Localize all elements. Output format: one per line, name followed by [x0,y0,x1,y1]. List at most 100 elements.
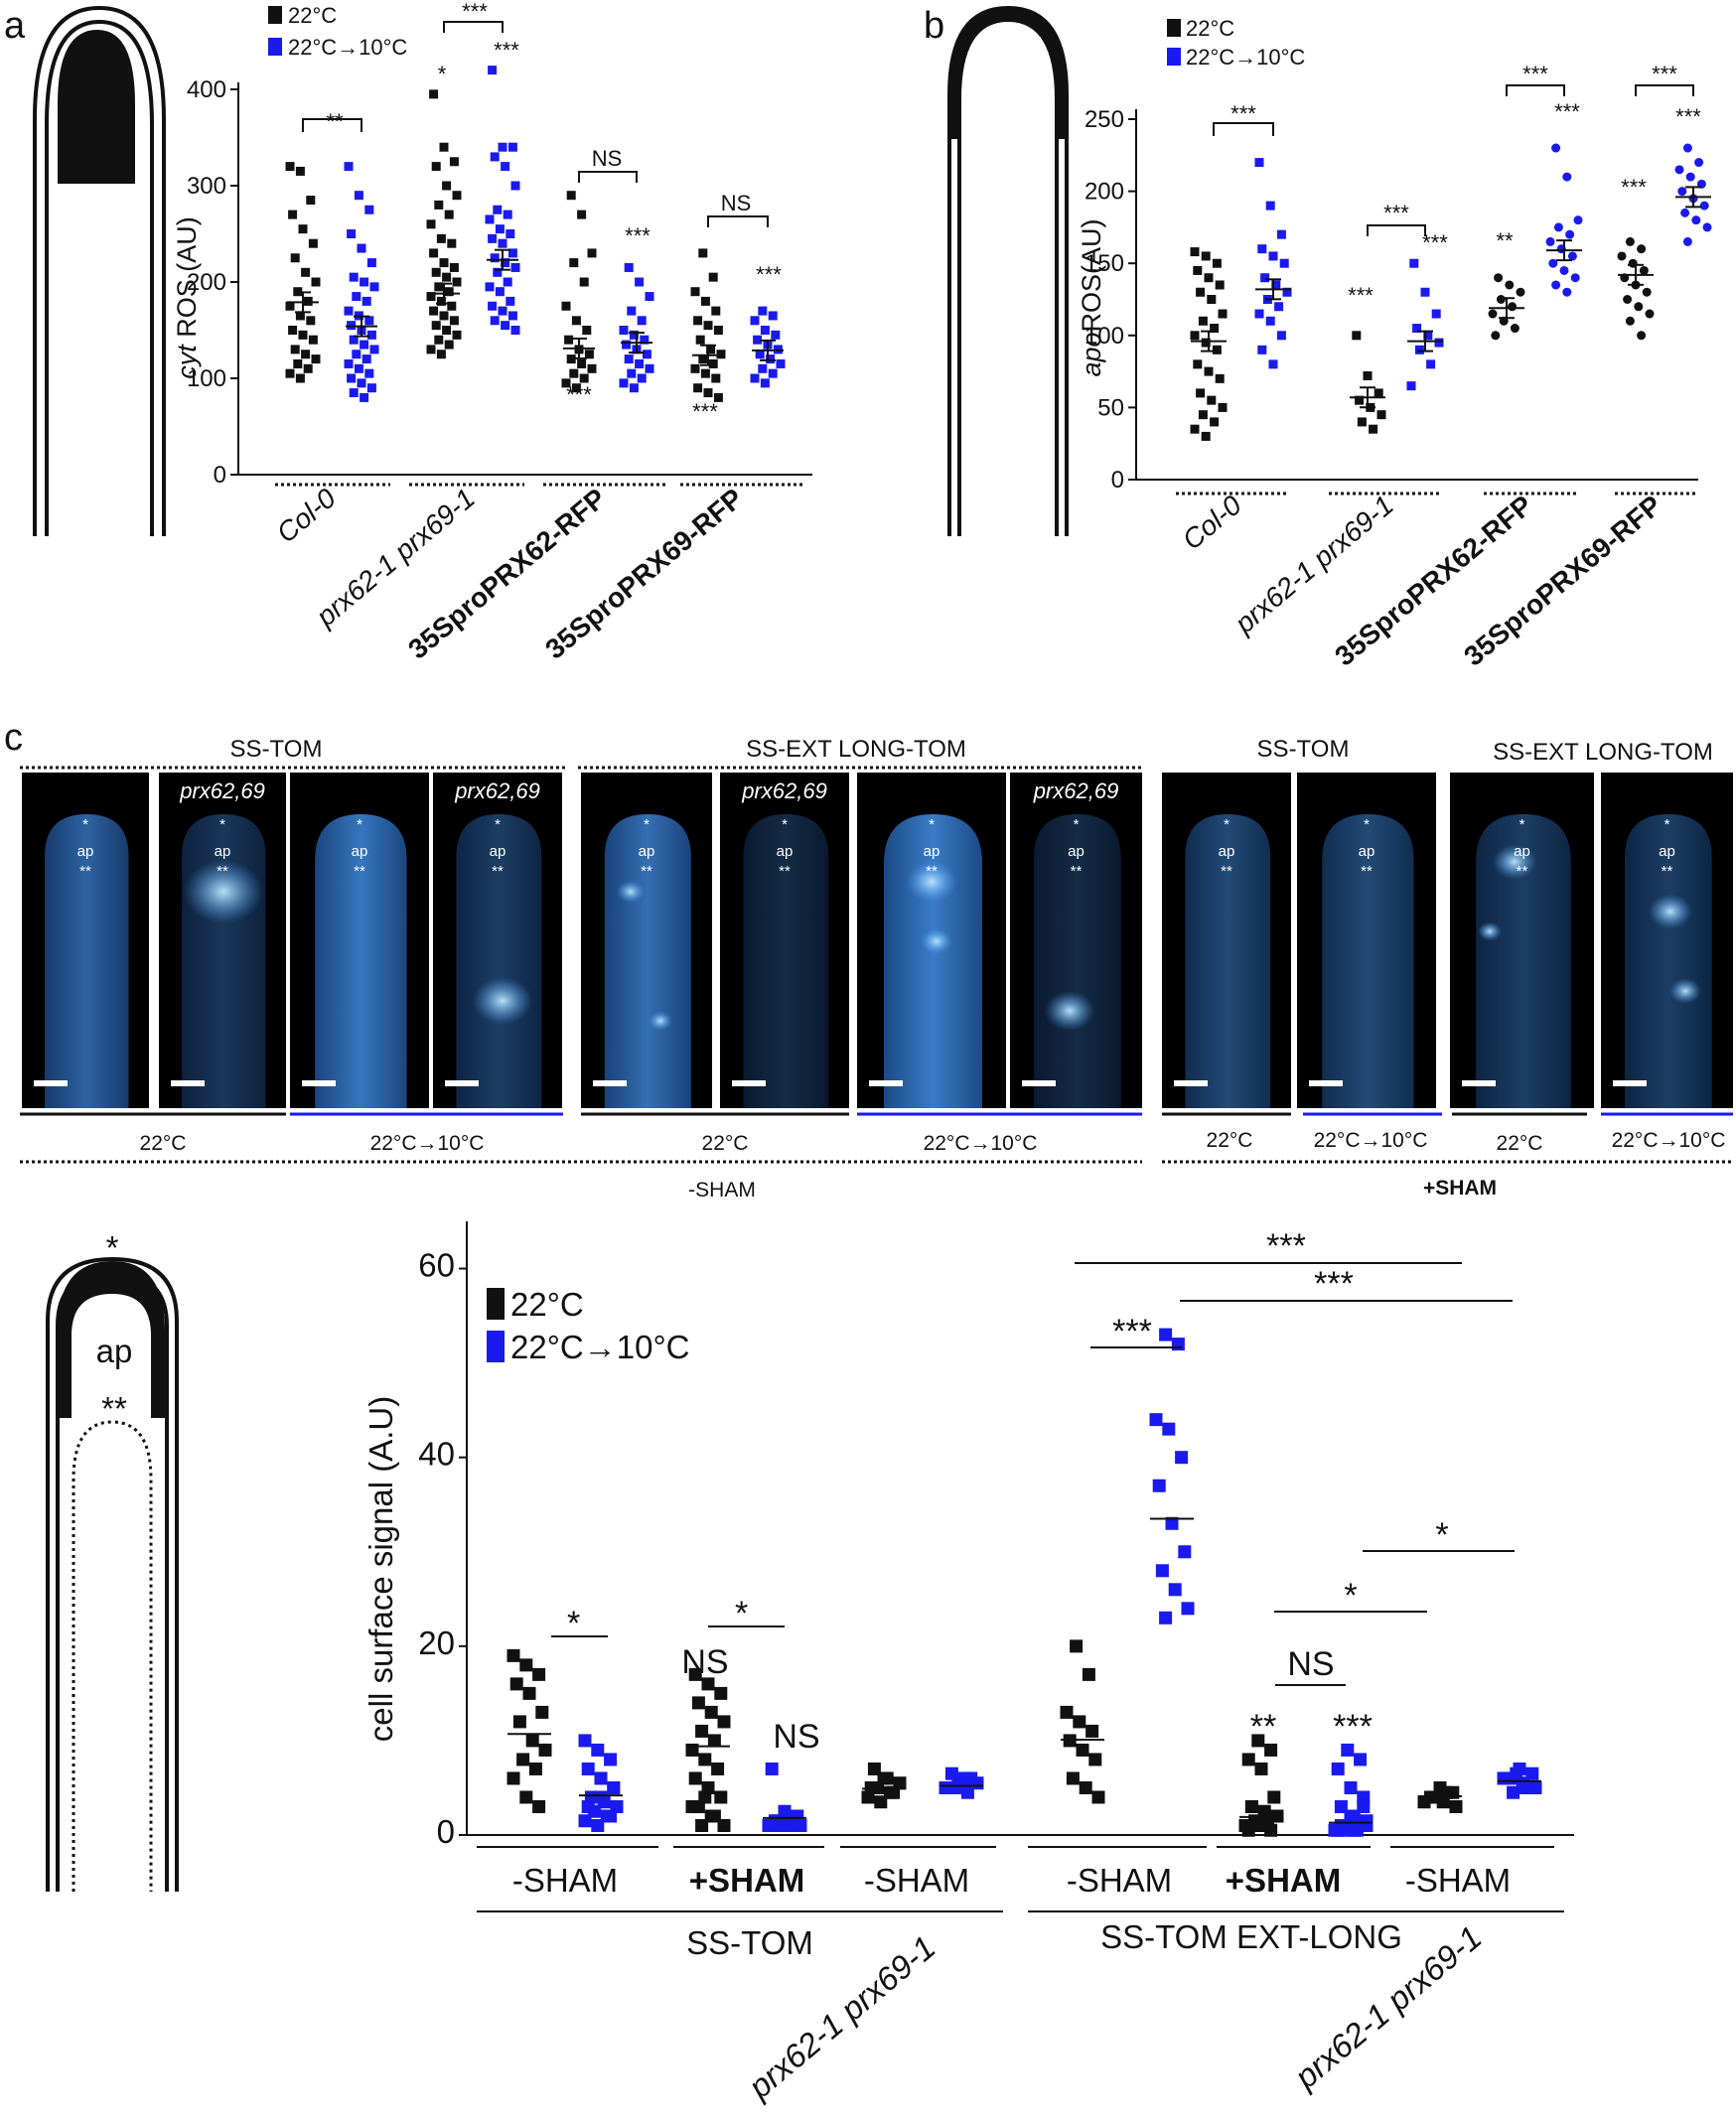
data-point [1570,273,1580,283]
data-point [591,1818,605,1832]
data-point [303,363,313,373]
data-point [1567,251,1577,261]
cat-d-1: -SHAM [512,1862,618,1899]
panel-a-brackets: ** *** NS NS * *** *** *** *** *** [302,0,782,424]
data-point [519,1658,533,1672]
data-point [1271,280,1281,290]
mic-temp-3: 22°C [702,1132,749,1155]
mic-mark-tip: * [1364,816,1370,833]
data-point [690,287,700,297]
y-tick-label: 0 [437,1813,455,1850]
data-point [577,358,587,368]
mic-mark-tip: * [644,816,650,833]
data-point [532,1667,546,1681]
data-point [1060,1705,1074,1719]
data-point [1193,359,1203,369]
mic-mark-apex: ap [1219,843,1235,860]
data-point [1168,1583,1182,1597]
data-point [449,316,459,326]
data-point [426,292,436,302]
data-point [1548,258,1558,268]
data-point [758,306,768,316]
data-point [714,1686,728,1700]
data-point [1617,251,1627,261]
data-point [516,1753,530,1767]
data-point [768,368,778,378]
legend-a-cold: 22°C→10°C [288,35,407,60]
y-tick-label: 300 [187,173,226,200]
data-point [510,181,520,191]
data-point [1491,331,1501,341]
cat-d-5: +SHAM [1226,1862,1341,1899]
mic-mark-apex: ap [924,843,940,860]
data-point [1210,417,1220,427]
data-point [1178,1545,1192,1559]
panel-c-letter: c [4,717,23,759]
data-point [442,326,452,335]
data-point [452,191,462,201]
data-point [285,301,295,311]
data-point [1207,395,1217,405]
data-point [447,301,457,311]
data-point [290,345,300,354]
data-point [522,1686,536,1700]
data-point [1201,431,1211,441]
data-point [1682,143,1692,153]
schematic-d-tip: * [106,1229,119,1266]
scale-bar [869,1080,903,1086]
data-point [1685,172,1695,182]
data-point [755,350,765,359]
data-point [1196,287,1206,297]
sig-b-ox69: *** [1652,62,1677,86]
mic-mark-sub: ** [926,863,938,880]
root-hair-schematic-b [947,5,1069,536]
line-d-1: SS-TOM [686,1924,813,1961]
data-point [1505,280,1515,290]
data-point [1551,280,1561,290]
panel-b-y-axis: 0 50 100 150 200 250 [1085,106,1136,494]
data-point [295,166,305,176]
panel-d-y-axis: 0 20 40 60 [418,1247,467,1850]
micrograph-5: * ap ** [581,773,712,1108]
data-point [362,296,371,306]
data-point [571,383,581,393]
data-point [698,1753,712,1767]
data-point [503,210,512,219]
data-point [1165,1516,1179,1530]
data-point [771,330,781,340]
data-point [444,210,454,219]
data-point [1497,1771,1511,1785]
data-point [703,321,713,331]
y-tick-label: 200 [1085,179,1124,206]
data-point [1369,424,1378,434]
data-point [707,1734,721,1748]
data-point [501,162,510,172]
data-point [1265,201,1275,211]
data-point [538,1743,552,1757]
mic-mark-sub: ** [641,863,652,880]
panel-a-categories: Col-0 prx62-1 prx69-1 35SproPRX62-RFP 35… [271,483,804,665]
data-point [1274,302,1284,312]
panel-a-letter: a [4,5,26,47]
data-point [493,205,503,214]
data-point [431,321,441,331]
panel-b-y-label-italic: apo [1077,332,1106,376]
scale-bar [34,1080,68,1086]
data-point [301,350,311,359]
sig-b-star-3: ** [1496,228,1514,253]
data-point [506,229,515,238]
panel-b: b 22°C 22°C→10°C 0 50 100 150 200 250 apoROS(… [924,5,1712,672]
data-point [434,200,444,210]
mic-mutant-label: prx62,69 [741,778,827,803]
data-point [1201,251,1211,261]
data-point [360,277,369,287]
mic-temp-7: 22°C [1497,1132,1543,1155]
data-point [713,326,723,335]
data-point [1076,1743,1089,1757]
data-point [285,162,295,172]
data-point [645,363,654,373]
data-point [698,1790,712,1804]
data-point [619,378,629,388]
data-point [561,301,571,311]
data-point [1159,1328,1173,1342]
